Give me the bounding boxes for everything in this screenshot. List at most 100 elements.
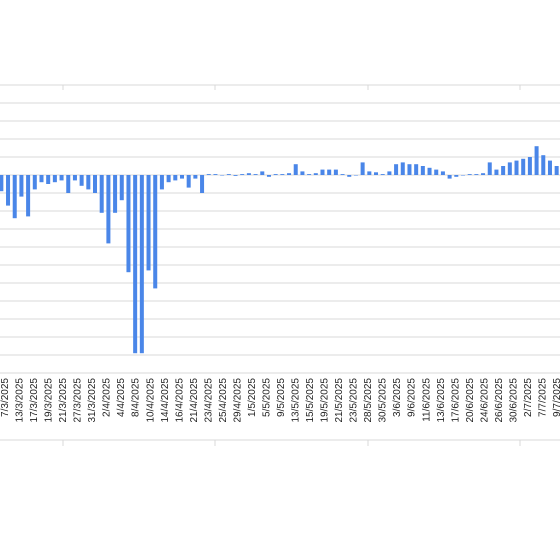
bar xyxy=(501,166,506,175)
x-tick-label: 8/4/2025 xyxy=(131,378,142,417)
bar xyxy=(320,169,325,175)
x-tick-label: 19/5/2025 xyxy=(320,378,331,423)
bar xyxy=(467,174,472,175)
x-tick-label: 5/5/2025 xyxy=(261,378,272,417)
bar xyxy=(527,157,532,175)
bar xyxy=(521,158,526,175)
bar xyxy=(52,175,57,183)
bar xyxy=(434,169,439,175)
x-tick-label: 23/5/2025 xyxy=(349,378,360,423)
bar xyxy=(481,173,486,175)
x-tick-label: 26/6/2025 xyxy=(494,378,505,423)
bar xyxy=(266,175,271,177)
bar xyxy=(186,175,191,188)
x-tick-label: 23/4/2025 xyxy=(203,378,214,423)
x-tick-label: 21/3/2025 xyxy=(58,378,69,423)
x-tick-label: 3/6/2025 xyxy=(392,378,403,417)
x-tick-label: 1/5/2025 xyxy=(247,378,258,417)
bar xyxy=(287,173,292,175)
bar xyxy=(119,175,124,201)
bar xyxy=(213,174,218,175)
bar xyxy=(407,164,412,175)
x-tick-label: 10/4/2025 xyxy=(145,378,156,423)
bar xyxy=(126,175,131,273)
bar xyxy=(19,175,24,197)
bar xyxy=(333,169,338,175)
bar xyxy=(113,175,118,213)
bar xyxy=(307,174,312,175)
bar xyxy=(447,175,452,179)
bar xyxy=(347,175,352,177)
x-tick-label: 14/4/2025 xyxy=(160,378,171,423)
bar xyxy=(360,162,365,175)
bar xyxy=(374,172,379,175)
x-tick-label: 2/7/2025 xyxy=(523,378,534,417)
bar xyxy=(6,175,11,206)
bar xyxy=(159,175,164,190)
x-tick-label: 24/6/2025 xyxy=(479,378,490,423)
bar xyxy=(260,171,265,175)
bar xyxy=(93,175,98,193)
bar xyxy=(72,175,77,181)
x-tick-label: 9/5/2025 xyxy=(276,378,287,417)
bar xyxy=(273,174,278,175)
bar xyxy=(367,171,372,175)
x-tick-label: 9/7/2025 xyxy=(552,378,560,417)
x-tick-label: 9/6/2025 xyxy=(407,378,418,417)
bar xyxy=(246,173,251,175)
bar xyxy=(240,174,245,175)
bar xyxy=(39,175,44,183)
bar xyxy=(146,175,151,271)
x-tick-label: 13/3/2025 xyxy=(15,378,26,423)
bar xyxy=(0,175,4,192)
x-tick-label: 28/5/2025 xyxy=(363,378,374,423)
bar xyxy=(26,175,31,217)
bar xyxy=(133,175,138,354)
bar xyxy=(514,160,519,175)
bar xyxy=(193,175,198,179)
bar xyxy=(313,173,318,175)
bar xyxy=(353,175,358,176)
x-tick-label: 25/4/2025 xyxy=(218,378,229,423)
bar xyxy=(534,146,539,175)
bar xyxy=(226,174,231,175)
bar xyxy=(86,175,91,190)
bar xyxy=(293,164,298,175)
bar xyxy=(387,171,392,175)
bar xyxy=(32,175,37,190)
x-tick-label: 21/4/2025 xyxy=(189,378,200,423)
x-tick-label: 30/5/2025 xyxy=(378,378,389,423)
bar xyxy=(541,155,546,175)
x-tick-label: 21/5/2025 xyxy=(334,378,345,423)
x-tick-label: 27/3/2025 xyxy=(73,378,84,423)
x-tick-label: 13/6/2025 xyxy=(436,378,447,423)
bar xyxy=(474,174,479,175)
bar xyxy=(166,175,171,183)
bar xyxy=(394,164,399,175)
bar xyxy=(139,175,144,354)
bar xyxy=(206,174,211,175)
bar xyxy=(79,175,84,186)
bar xyxy=(66,175,71,193)
bar xyxy=(547,160,552,175)
bar xyxy=(12,175,17,219)
bar xyxy=(220,175,225,176)
bar xyxy=(300,171,305,175)
x-tick-label: 29/4/2025 xyxy=(232,378,243,423)
bar xyxy=(153,175,158,289)
x-tick-label: 17/3/2025 xyxy=(29,378,40,423)
bar xyxy=(327,169,332,175)
x-tick-label: 4/4/2025 xyxy=(116,378,127,417)
bar xyxy=(554,166,559,175)
bar xyxy=(200,175,205,193)
bar xyxy=(179,175,184,179)
x-tick-label: 17/6/2025 xyxy=(450,378,461,423)
bar xyxy=(340,174,345,175)
bar xyxy=(380,174,385,175)
x-tick-label: 16/4/2025 xyxy=(174,378,185,423)
bar xyxy=(280,174,285,175)
x-tick-label: 2/4/2025 xyxy=(102,378,113,417)
x-tick-label: 7/7/2025 xyxy=(537,378,548,417)
bar xyxy=(253,174,258,175)
